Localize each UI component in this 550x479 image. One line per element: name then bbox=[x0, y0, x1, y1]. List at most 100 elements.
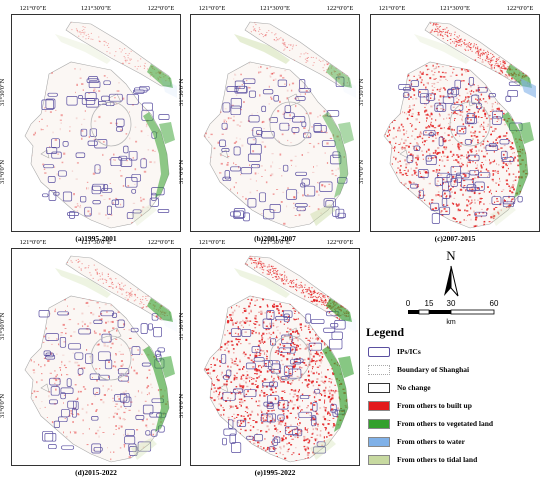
map-frame bbox=[370, 14, 540, 232]
legend-swatch bbox=[368, 383, 390, 393]
map-frame bbox=[190, 14, 360, 232]
legend-item: IPs/ICs bbox=[368, 347, 550, 359]
legend-swatch bbox=[368, 401, 390, 411]
panel-caption: (a)1995-2001 bbox=[75, 234, 117, 243]
water-change bbox=[520, 78, 536, 98]
longitude-tick: 121°0'0"E bbox=[378, 5, 406, 12]
tidal-change bbox=[55, 34, 111, 64]
latitude-tick: 31°30'0"N bbox=[0, 78, 6, 106]
scale-bar: 0 15 30 60 km bbox=[400, 299, 510, 329]
vegetated-island-tip bbox=[147, 298, 173, 322]
legend-item: No change bbox=[368, 383, 550, 395]
scale-tick-15: 15 bbox=[424, 299, 434, 308]
water-change bbox=[161, 312, 177, 332]
shanghai-land bbox=[399, 149, 409, 159]
longitude-tick: 121°30'0"E bbox=[81, 5, 111, 12]
water-change bbox=[340, 312, 356, 332]
water-change bbox=[161, 78, 177, 98]
longitude-tick: 121°30'0"E bbox=[260, 239, 290, 246]
scale-unit: km bbox=[446, 319, 456, 326]
map-panel: 121°0'0"E 121°30'0"E 122°0'0"E 31°30'0"N 31°… bbox=[0, 5, 181, 243]
longitude-tick: 122°0'0"E bbox=[506, 5, 534, 12]
longitude-tick: 121°30'0"E bbox=[81, 239, 111, 246]
legend-item: Boundary of Shanghai bbox=[368, 365, 550, 377]
longitude-tick: 121°0'0"E bbox=[19, 5, 47, 12]
legend: Legend IPs/ICs Boundary of Shanghai No cha… bbox=[366, 325, 550, 475]
ips-ics-outlines bbox=[220, 310, 346, 454]
panel-caption: (b)2001-2007 bbox=[254, 234, 296, 243]
north-label: N bbox=[446, 248, 456, 263]
vegetated-coast bbox=[143, 346, 169, 432]
ips-ics-outlines bbox=[219, 76, 348, 222]
latitude-tick: 31°0'0"N bbox=[0, 159, 6, 184]
map-panel: 121°0'0"E 121°30'0"E 122°0'0"E 31°30'0"N 31°… bbox=[178, 239, 360, 477]
legend-item: From others to built up bbox=[368, 401, 550, 413]
legend-swatch bbox=[368, 347, 390, 357]
vegetated-island-tip bbox=[326, 64, 352, 88]
longitude-tick: 122°0'0"E bbox=[147, 5, 175, 12]
legend-label: From others to vegetated land bbox=[397, 419, 494, 428]
legend-item: From others to tidal land bbox=[368, 455, 550, 467]
map-frame bbox=[11, 14, 181, 232]
legend-swatch bbox=[368, 365, 390, 375]
shanghai-land bbox=[244, 21, 351, 87]
legend-item: From others to vegetated land bbox=[368, 419, 550, 431]
legend-swatch bbox=[368, 455, 390, 465]
map-panel: 121°0'0"E 121°30'0"E 122°0'0"E 31°30'0"N 31°… bbox=[358, 5, 540, 243]
longitude-tick: 121°0'0"E bbox=[198, 239, 226, 246]
latitude-tick: 31°30'0"N bbox=[0, 312, 6, 340]
legend-swatch bbox=[368, 437, 390, 447]
latitude-tick: 31°0'0"N bbox=[178, 393, 185, 418]
legend-label: No change bbox=[397, 383, 431, 392]
vegetated-coast bbox=[322, 346, 348, 432]
legend-item: From others to water bbox=[368, 437, 550, 449]
vegetated-coast bbox=[143, 112, 169, 198]
panel-caption: (e)1995-2022 bbox=[254, 468, 296, 477]
scale-tick-30: 30 bbox=[446, 299, 456, 308]
tidal-change bbox=[55, 268, 111, 298]
north-arrow-icon bbox=[444, 265, 459, 297]
vegetated-coast bbox=[502, 112, 528, 198]
latitude-tick: 31°30'0"N bbox=[358, 78, 365, 106]
latitude-tick: 31°0'0"N bbox=[358, 159, 365, 184]
longitude-tick: 121°0'0"E bbox=[19, 239, 47, 246]
longitude-tick: 121°30'0"E bbox=[440, 5, 470, 12]
map-panel: 121°0'0"E 121°30'0"E 122°0'0"E 31°30'0"N 31°… bbox=[0, 239, 181, 477]
longitude-tick: 122°0'0"E bbox=[326, 5, 354, 12]
tidal-change bbox=[414, 34, 470, 64]
tidal-change bbox=[234, 34, 290, 64]
water-change bbox=[340, 78, 356, 98]
shanghai-land bbox=[40, 383, 50, 393]
legend-label: From others to built up bbox=[397, 401, 472, 410]
legend-label: IPs/ICs bbox=[397, 347, 421, 356]
legend-title: Legend bbox=[366, 325, 405, 339]
panel-caption: (d)2015-2022 bbox=[75, 468, 117, 477]
latitude-tick: 31°30'0"N bbox=[178, 78, 185, 106]
ips-ics-outlines bbox=[38, 310, 167, 456]
vegetated-island-tip bbox=[147, 64, 173, 88]
ips-ics-outlines bbox=[398, 77, 523, 224]
map-panel: 121°0'0"E 121°30'0"E 122°0'0"E 31°30'0"N 31°… bbox=[178, 5, 360, 243]
legend-label: From others to tidal land bbox=[397, 455, 478, 464]
latitude-tick: 31°0'0"N bbox=[0, 393, 6, 418]
scale-bar-graphic bbox=[408, 309, 495, 315]
north-arrow: N bbox=[436, 248, 466, 302]
longitude-tick: 121°30'0"E bbox=[260, 5, 290, 12]
legend-label: From others to water bbox=[397, 437, 465, 446]
latitude-tick: 31°0'0"N bbox=[178, 159, 185, 184]
map-frame bbox=[190, 248, 360, 466]
vegetated-coast bbox=[322, 112, 348, 198]
scale-tick-0: 0 bbox=[405, 299, 411, 308]
legend-swatch bbox=[368, 419, 390, 429]
vegetated-island-tip bbox=[326, 298, 352, 322]
map-frame bbox=[11, 248, 181, 466]
shanghai-land bbox=[219, 383, 229, 393]
longitude-tick: 122°0'0"E bbox=[326, 239, 354, 246]
scale-tick-60: 60 bbox=[489, 299, 499, 308]
legend-label: Boundary of Shanghai bbox=[397, 365, 470, 374]
longitude-tick: 122°0'0"E bbox=[147, 239, 175, 246]
panel-caption: (c)2007-2015 bbox=[434, 234, 476, 243]
longitude-tick: 121°0'0"E bbox=[198, 5, 226, 12]
latitude-tick: 31°30'0"N bbox=[178, 312, 185, 340]
tidal-change bbox=[234, 268, 290, 298]
